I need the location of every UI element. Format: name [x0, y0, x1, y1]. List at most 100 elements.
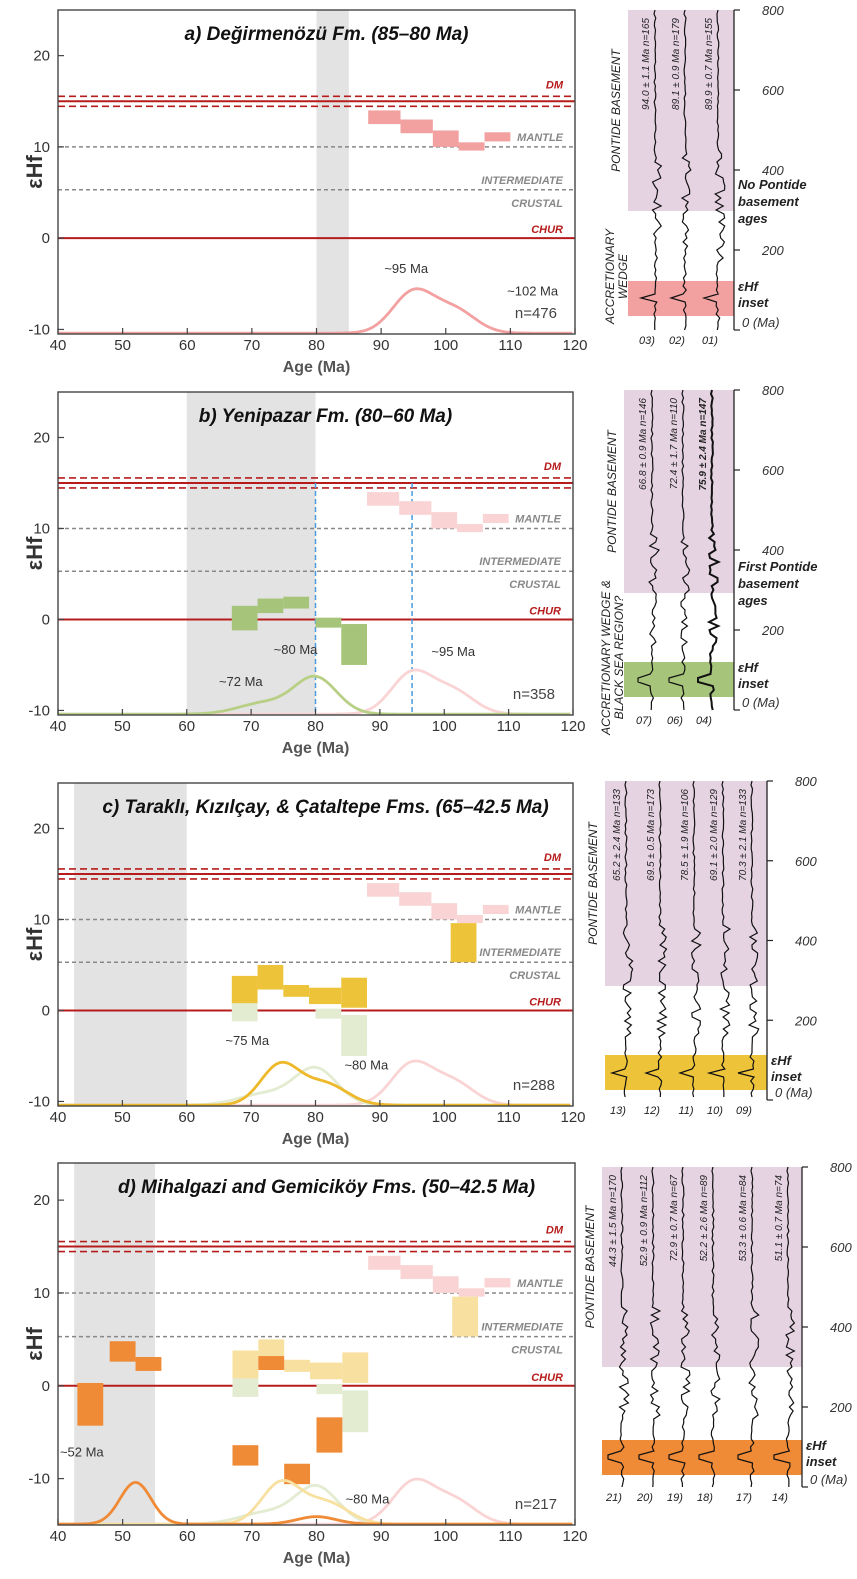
dm-label: DM	[544, 852, 562, 864]
panel-c: DM MANTLE INTERMEDIATE CRUSTAL CHUR ~75 Ma ~80…	[22, 782, 586, 1148]
inset-label-1: inset	[738, 676, 769, 691]
hf-box-1	[400, 119, 433, 134]
peak-annotation-0: ~95 Ma	[384, 261, 428, 276]
hf-box-0	[368, 1255, 401, 1270]
basement-note-1: basement	[738, 576, 799, 591]
age-tick-label-2: 400	[762, 543, 784, 558]
age-tick-label-1: 600	[762, 83, 784, 98]
peak-annotation-0: ~52 Ma	[60, 1444, 104, 1459]
peak-annotation-1: ~80 Ma	[346, 1492, 390, 1507]
hf-box-2	[432, 1276, 459, 1293]
hf-box-17	[258, 1356, 285, 1370]
hf-box-4	[482, 513, 509, 524]
sample-id-2: 01)	[702, 335, 718, 347]
sample-id-1: 06)	[667, 715, 683, 727]
crustal-label: CRUSTAL	[511, 198, 563, 210]
hf-box-5	[231, 605, 258, 631]
sample-kde-trace-3	[698, 1166, 721, 1488]
peak-annotation-2: ~95 Ma	[431, 644, 475, 659]
hf-box-19	[284, 1463, 311, 1485]
x-tick-label-0: 40	[50, 1109, 67, 1126]
mantle-label: MANTLE	[517, 132, 563, 144]
age-tick-label-2: 400	[830, 1320, 852, 1335]
panel-title: c) Taraklı, Kızılçay, & Çataltepe Fms. (…	[102, 797, 548, 818]
x-axis-label: Age (Ma)	[282, 1131, 350, 1148]
n-count-label: n=217	[515, 1496, 557, 1513]
ehf-inset-band	[602, 1440, 802, 1475]
hf-box-1	[399, 501, 432, 515]
x-tick-label-0: 40	[50, 1528, 67, 1545]
peak-annotation-1: ~80 Ma	[344, 1058, 388, 1073]
crustal-label: CRUSTAL	[509, 970, 561, 982]
pontide-basement-label: PONTIDE BASEMENT	[586, 820, 600, 944]
x-tick-label-6: 100	[433, 1528, 458, 1545]
hf-box-8	[315, 617, 342, 628]
inset-label-1: inset	[738, 295, 769, 310]
basement-note-0: No Pontide	[738, 177, 807, 192]
basement-note-2: ages	[738, 593, 768, 608]
panel-d: DM MANTLE INTERMEDIATE CRUSTAL CHUR ~52 Ma ~80…	[22, 1162, 588, 1567]
x-tick-label-4: 80	[307, 1109, 324, 1126]
y-axis-label: εHf	[22, 536, 47, 570]
sample-age-label-0: 65.2 ± 2.4 Ma n=133	[612, 789, 623, 881]
hf-box-12	[342, 1352, 369, 1383]
hf-box-8	[231, 975, 258, 1004]
x-tick-label-5: 90	[373, 337, 390, 354]
x-tick-label-8: 120	[562, 337, 587, 354]
x-tick-label-5: 90	[372, 718, 389, 735]
lower-region-label-2: BLACK SEA REGION?	[612, 595, 626, 719]
sample-id-0: 07)	[636, 715, 652, 727]
hf-box-0	[368, 110, 401, 125]
dm-label: DM	[544, 461, 562, 473]
age-tick-label-0: 800	[830, 1160, 852, 1175]
hf-box-11	[309, 987, 342, 1005]
x-tick-label-3: 70	[244, 1528, 261, 1545]
n-count-label: n=288	[513, 1077, 555, 1094]
hf-box-10	[283, 984, 310, 997]
x-tick-label-4: 80	[308, 1528, 325, 1545]
hf-box-3	[457, 914, 483, 924]
kde-curve-0	[58, 287, 573, 335]
age-tick-label-2: 400	[795, 934, 817, 949]
x-tick-label-3: 70	[244, 337, 261, 354]
ehf-inset-band	[624, 662, 734, 697]
age-tick-label-3: 200	[829, 1400, 852, 1415]
y-axis-label: εHf	[22, 927, 47, 961]
x-tick-label-4: 80	[307, 718, 324, 735]
y-tick-label-2: 10	[33, 911, 50, 928]
sample-id-5: 14)	[772, 1492, 788, 1504]
sample-age-label-0: 44.3 ± 1.5 Ma n=170	[608, 1175, 619, 1267]
dm-label: DM	[546, 79, 564, 91]
y-tick-label-1: 0	[42, 1378, 50, 1395]
depositional-window	[186, 392, 316, 715]
sample-age-label-4: 70.3 ± 2.1 Ma n=133	[738, 789, 749, 881]
crustal-label: CRUSTAL	[509, 579, 561, 591]
x-tick-label-0: 40	[50, 337, 67, 354]
hf-box-11	[310, 1362, 343, 1380]
hf-box-13	[452, 1296, 479, 1337]
basement-panel-c: 800 600 400 200 0 (Ma) 65.2 ± 2.4 Ma n=133 13)…	[586, 774, 817, 1117]
sample-age-label-3: 52.2 ± 2.6 Ma n=89	[699, 1175, 710, 1262]
x-tick-label-0: 40	[50, 718, 67, 735]
age-tick-label-1: 600	[830, 1240, 852, 1255]
sample-id-1: 12)	[644, 1105, 660, 1117]
hf-box-14	[109, 1341, 136, 1362]
y-axis-label: εHf	[22, 1326, 47, 1360]
chur-label: CHUR	[529, 605, 561, 617]
mantle-label: MANTLE	[515, 904, 561, 916]
kde-curve-2	[58, 1060, 571, 1107]
pontide-basement-band	[605, 781, 767, 986]
hf-box-2	[431, 512, 458, 529]
age-tick-label-0: 800	[795, 774, 817, 789]
sample-age-label-2: 78.5 ± 1.9 Ma n=106	[680, 789, 691, 881]
age-tick-label-3: 200	[794, 1013, 817, 1028]
age-tick-label-3: 200	[761, 243, 784, 258]
sample-kde-trace-3	[706, 780, 732, 1098]
y-tick-label-3: 20	[33, 820, 50, 837]
mantle-label: MANTLE	[515, 513, 561, 525]
y-tick-label-0: -10	[28, 1093, 50, 1110]
pontide-basement-band	[602, 1167, 802, 1367]
sample-kde-trace-2	[668, 1166, 691, 1488]
x-tick-label-7: 110	[497, 1109, 521, 1126]
